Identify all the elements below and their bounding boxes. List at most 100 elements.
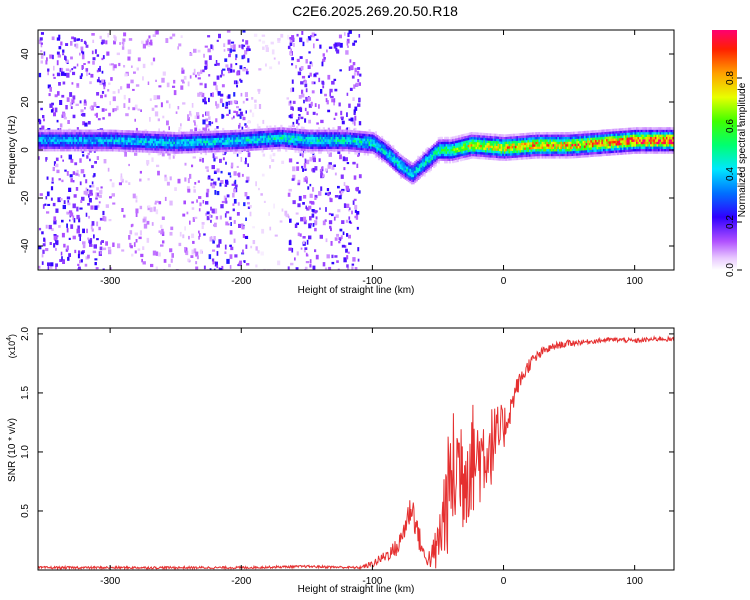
- spectrogram-cell: [269, 226, 272, 231]
- spectrogram-cell: [259, 142, 263, 146]
- spectrogram-cell: [267, 130, 270, 133]
- spectrogram-cell: [335, 132, 338, 135]
- spectrogram-cell: [448, 139, 451, 142]
- spectrogram-cell: [93, 148, 96, 152]
- spectrogram-cell: [505, 139, 508, 142]
- spectrogram-cell: [170, 258, 173, 263]
- spectrogram-cell: [145, 150, 148, 153]
- spectrogram-cell: [239, 134, 242, 138]
- spectrogram-cell: [480, 154, 483, 157]
- spectrogram-cell: [261, 150, 264, 153]
- spectrogram-cell: [64, 134, 67, 137]
- spectrogram-cell: [121, 142, 124, 145]
- spectrogram-cell: [521, 142, 524, 146]
- spectrogram-cell: [49, 54, 53, 59]
- spectrogram-cell: [42, 139, 45, 142]
- spectrogram-cell: [167, 141, 170, 144]
- spectrogram-cell: [165, 141, 168, 144]
- spectrogram-cell: [270, 127, 274, 131]
- spectrogram-cell: [346, 41, 349, 46]
- spectrogram-cell: [170, 136, 173, 140]
- spectrogram-cell: [232, 69, 235, 73]
- spectrogram-cell: [481, 137, 484, 141]
- spectrogram-cell: [486, 152, 489, 155]
- spectrogram-cell: [177, 46, 179, 50]
- spectrogram-cell: [102, 132, 105, 135]
- spectrogram-cell: [309, 61, 312, 65]
- spectrogram-cell: [181, 67, 184, 71]
- spectrogram-cell: [285, 130, 288, 133]
- spectrogram-cell: [343, 257, 347, 263]
- spectrogram-cell: [341, 188, 345, 192]
- spectrogram-cell: [327, 134, 330, 137]
- spectrogram-cell: [444, 156, 447, 159]
- spectrogram-cell: [433, 148, 436, 152]
- spectrogram-cell: [83, 144, 86, 147]
- spectrogram-cell: [566, 151, 569, 154]
- spectrogram-cell: [540, 151, 543, 154]
- spectrogram-cell: [241, 129, 244, 133]
- spectrogram-cell: [497, 143, 500, 147]
- spectrogram-cell: [214, 190, 217, 195]
- spectrogram-cell: [543, 153, 546, 157]
- spectrogram-cell: [506, 153, 510, 156]
- spectrogram-cell: [236, 84, 238, 88]
- spectrogram-cell: [39, 136, 42, 140]
- spectrogram-cell: [141, 138, 145, 141]
- spectrogram-cell: [404, 174, 407, 178]
- spectrogram-cell: [224, 251, 227, 254]
- spectrogram-cell: [252, 136, 255, 139]
- spectrogram-cell: [104, 94, 107, 98]
- spectrogram-cell: [174, 139, 178, 142]
- spectrogram-cell: [500, 151, 503, 154]
- spectrogram-cell: [533, 153, 536, 157]
- spectrogram-cell: [116, 134, 119, 138]
- spectrogram-cell: [247, 202, 250, 205]
- spectrogram-cell: [189, 143, 192, 147]
- spectrogram-cell: [88, 193, 90, 198]
- spectrogram-cell: [147, 205, 150, 211]
- spectrogram-cell: [160, 224, 163, 229]
- spectrogram-cell: [538, 144, 541, 147]
- spectrogram-cell: [309, 183, 312, 187]
- spectrogram-cell: [80, 146, 83, 149]
- spectrogram-cell: [351, 137, 354, 140]
- spectrogram-cell: [42, 129, 45, 133]
- spectrogram-cell: [396, 151, 399, 155]
- spectrogram-cell: [445, 160, 448, 164]
- spectrogram-cell: [65, 43, 69, 46]
- spectrogram-cell: [161, 216, 165, 220]
- spectrogram-cell: [390, 155, 393, 159]
- spectrogram-cell: [95, 267, 99, 270]
- spectrogram-cell: [140, 133, 143, 136]
- spectrogram-cell: [434, 149, 437, 153]
- spectrogram-cell: [365, 143, 368, 146]
- spectrogram-cell: [182, 134, 185, 137]
- spectrogram-cell: [551, 134, 554, 137]
- spectrogram-cell: [458, 154, 461, 157]
- spectrogram-cell: [393, 151, 396, 154]
- spectrogram-cell: [71, 141, 74, 145]
- spectrogram-cell: [316, 139, 319, 142]
- spectrogram-cell: [178, 139, 181, 142]
- spectrogram-cell: [412, 176, 415, 180]
- spectrogram-cell: [184, 143, 187, 147]
- spectrogram-cell: [521, 147, 524, 151]
- spectrogram-cell: [518, 152, 521, 156]
- spectrogram-cell: [245, 138, 248, 142]
- spectrogram-cell: [135, 195, 138, 200]
- spectrogram-cell: [264, 135, 267, 138]
- spectrogram-cell: [412, 169, 415, 173]
- spectrogram-cell: [47, 136, 50, 140]
- spectrogram-cell: [566, 134, 569, 137]
- spectrogram-cell: [508, 143, 511, 147]
- spectrogram-cell: [304, 118, 307, 123]
- spectrogram-cell: [535, 151, 538, 154]
- spectrogram-cell: [160, 138, 163, 142]
- spectrogram-cell: [343, 132, 346, 135]
- spectrogram-cell: [110, 144, 113, 147]
- spectrogram-cell: [428, 169, 431, 173]
- spectrogram-cell: [464, 155, 467, 158]
- spectrogram-cell: [119, 142, 122, 145]
- spectrogram-cell: [130, 140, 133, 143]
